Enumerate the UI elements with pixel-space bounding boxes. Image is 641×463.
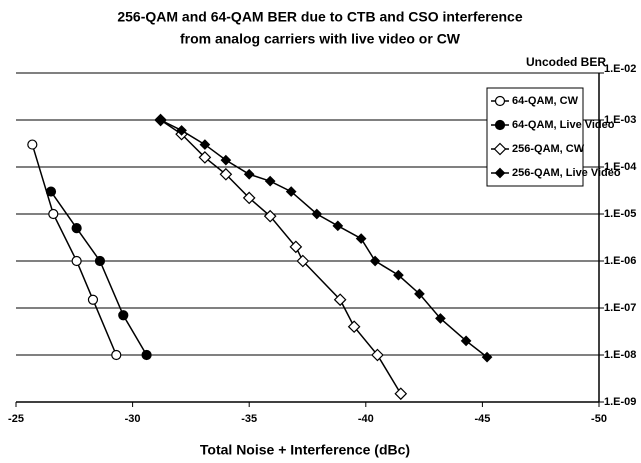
data-point bbox=[94, 255, 106, 267]
x-tick-label: -35 bbox=[241, 413, 257, 425]
series-line bbox=[160, 119, 488, 358]
data-point bbox=[347, 320, 361, 334]
x-axis-label: Total Noise + Interference (dBc) bbox=[200, 442, 410, 458]
data-point bbox=[394, 387, 408, 401]
data-point bbox=[220, 154, 232, 166]
data-point bbox=[155, 114, 166, 126]
x-tick-label: -25 bbox=[8, 413, 24, 425]
y-tick-label: 1.E-07 bbox=[604, 302, 636, 314]
data-point bbox=[414, 288, 425, 300]
data-point bbox=[27, 139, 38, 150]
data-point bbox=[264, 175, 276, 187]
data-point bbox=[243, 168, 255, 180]
legend-label: 256-QAM, CW bbox=[512, 143, 585, 155]
x-tick-label: -40 bbox=[358, 413, 374, 425]
data-point bbox=[87, 294, 99, 305]
data-point bbox=[355, 233, 367, 244]
data-point bbox=[311, 208, 323, 220]
data-point bbox=[481, 351, 493, 363]
data-point bbox=[71, 255, 82, 267]
legend-marker bbox=[494, 119, 506, 131]
data-point bbox=[369, 255, 381, 267]
data-point bbox=[285, 186, 297, 197]
y-tick-label: 1.E-09 bbox=[604, 396, 636, 408]
y-tick-label: 1.E-04 bbox=[604, 161, 637, 173]
data-point bbox=[371, 348, 384, 362]
data-point bbox=[435, 313, 446, 324]
series-line bbox=[160, 119, 402, 395]
data-point bbox=[199, 139, 211, 150]
x-tick-label: -30 bbox=[125, 413, 141, 425]
data-point bbox=[111, 349, 122, 361]
data-point bbox=[118, 310, 129, 321]
chart-title: from analog carriers with live video or … bbox=[180, 31, 461, 47]
y-tick-label: 1.E-08 bbox=[604, 349, 636, 361]
data-point bbox=[289, 240, 303, 254]
data-point bbox=[393, 269, 404, 281]
data-point bbox=[198, 151, 212, 164]
data-point bbox=[141, 349, 152, 361]
x-tick-label: -45 bbox=[474, 413, 490, 425]
data-point bbox=[296, 254, 310, 268]
legend-label: 64-QAM, Live Video bbox=[512, 119, 615, 131]
chart-title: 256-QAM and 64-QAM BER due to CTB and CS… bbox=[117, 9, 522, 25]
series-line bbox=[50, 191, 148, 356]
legend-marker bbox=[494, 167, 506, 179]
data-point bbox=[332, 220, 344, 232]
legend-marker bbox=[493, 142, 507, 156]
data-point bbox=[460, 335, 472, 347]
data-point bbox=[242, 191, 256, 205]
data-point bbox=[263, 209, 277, 223]
data-point bbox=[48, 208, 59, 220]
legend-label: 256-QAM, Live Video bbox=[512, 167, 621, 179]
legend-marker bbox=[494, 95, 506, 107]
legend-label: 64-QAM, CW bbox=[512, 95, 579, 107]
y-tick-label: 1.E-06 bbox=[604, 255, 636, 267]
series-line bbox=[31, 144, 117, 356]
data-point bbox=[71, 223, 82, 234]
data-point bbox=[45, 186, 57, 197]
data-point bbox=[333, 293, 347, 307]
y-tick-label: 1.E-02 bbox=[604, 63, 636, 75]
x-tick-label: -50 bbox=[591, 413, 607, 425]
y-axis-label: Uncoded BER bbox=[526, 55, 606, 69]
data-point bbox=[219, 167, 233, 181]
y-tick-label: 1.E-05 bbox=[604, 208, 636, 220]
y-tick-label: 1.E-03 bbox=[604, 114, 636, 126]
data-point bbox=[176, 125, 187, 136]
